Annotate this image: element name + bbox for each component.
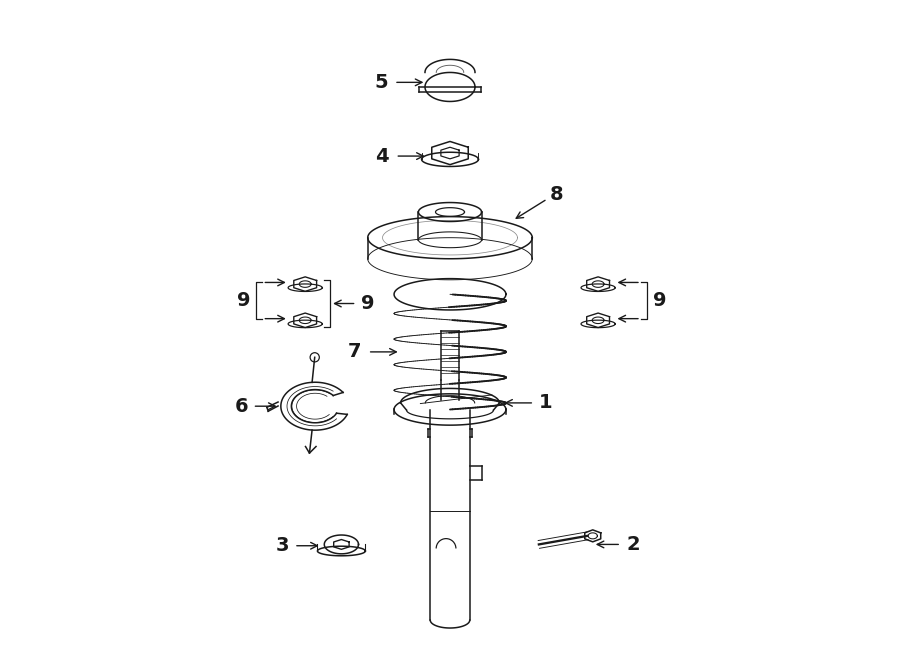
Text: 9: 9: [361, 294, 374, 313]
Text: 7: 7: [347, 342, 361, 362]
Text: 2: 2: [626, 535, 640, 554]
Text: 9: 9: [652, 291, 666, 310]
Text: 1: 1: [538, 393, 553, 412]
Text: 3: 3: [275, 536, 289, 555]
Text: 6: 6: [235, 397, 248, 416]
Text: 9: 9: [238, 291, 251, 310]
Text: 5: 5: [374, 73, 388, 92]
Text: 8: 8: [550, 184, 563, 204]
Text: 4: 4: [375, 147, 389, 165]
